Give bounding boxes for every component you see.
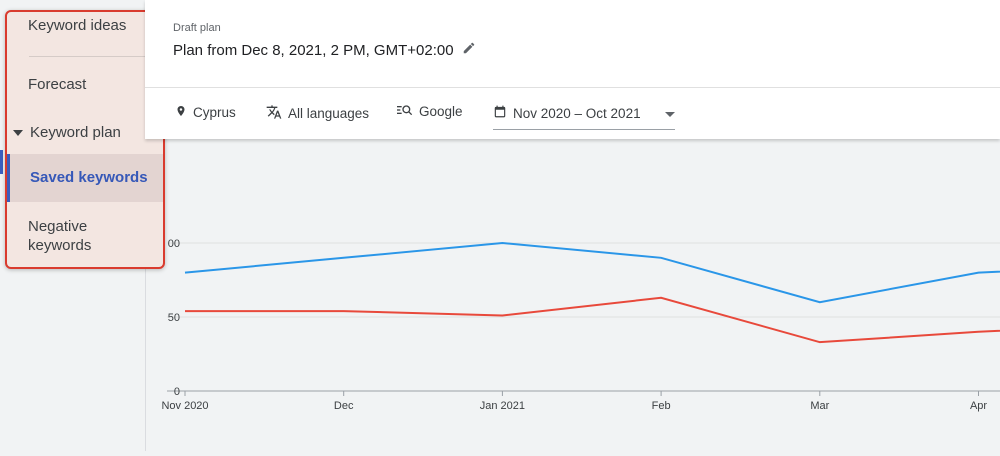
nav-item-saved-keywords[interactable]: Saved keywords (7, 154, 163, 202)
calendar-icon (493, 104, 507, 122)
x-tick-label: Mar (810, 400, 829, 412)
location-filter-label: Cyprus (193, 105, 236, 120)
x-tick-label: Dec (334, 400, 354, 412)
network-filter-label: Google (419, 104, 463, 119)
y-tick-label: 50 (168, 312, 180, 324)
location-filter[interactable]: Cyprus (175, 104, 236, 121)
nav-active-indicator (0, 150, 3, 174)
x-tick-label: Apr (970, 400, 987, 412)
header-divider (145, 87, 1000, 88)
plan-header: Draft plan Plan from Dec 8, 2021, 2 PM, … (145, 0, 1000, 139)
nav-menu: Keyword ideas Forecast Keyword plan Save… (5, 10, 165, 269)
x-tick-label: Feb (652, 400, 671, 412)
edit-pencil-icon[interactable] (462, 41, 476, 59)
dropdown-arrow-icon (665, 106, 675, 121)
language-filter-label: All languages (288, 106, 370, 121)
series-line-2 (185, 296, 1000, 344)
y-tick-label: 00 (168, 238, 180, 250)
plan-title: Plan from Dec 8, 2021, 2 PM, GMT+02:00 (173, 41, 476, 59)
x-tick-label: Nov 2020 (161, 400, 208, 412)
plan-title-text: Plan from Dec 8, 2021, 2 PM, GMT+02:00 (173, 41, 454, 59)
date-range-label: Nov 2020 – Oct 2021 (513, 105, 641, 121)
nav-item-saved-keywords-label: Saved keywords (30, 169, 148, 186)
nav-item-keyword-plan-label: Keyword plan (30, 124, 121, 141)
nav-item-forecast[interactable]: Forecast (28, 76, 87, 93)
language-filter[interactable]: All languages (266, 104, 369, 123)
network-filter[interactable]: Google (397, 104, 463, 119)
date-range-filter[interactable]: Nov 2020 – Oct 2021 (493, 104, 675, 130)
search-network-icon (397, 104, 413, 119)
y-tick-label: 0 (174, 386, 180, 398)
location-pin-icon (175, 104, 187, 121)
plan-status: Draft plan (173, 22, 221, 34)
x-tick-label: Jan 2021 (480, 400, 525, 412)
nav-item-negative-keywords[interactable]: Negative keywords (28, 218, 92, 254)
nav-divider (29, 56, 147, 57)
nav-item-keyword-plan[interactable]: Keyword plan (13, 124, 163, 141)
translate-icon (266, 104, 282, 123)
series-line-1 (184, 241, 1000, 304)
caret-down-icon (13, 129, 23, 136)
nav-item-keyword-ideas[interactable]: Keyword ideas (28, 17, 127, 34)
